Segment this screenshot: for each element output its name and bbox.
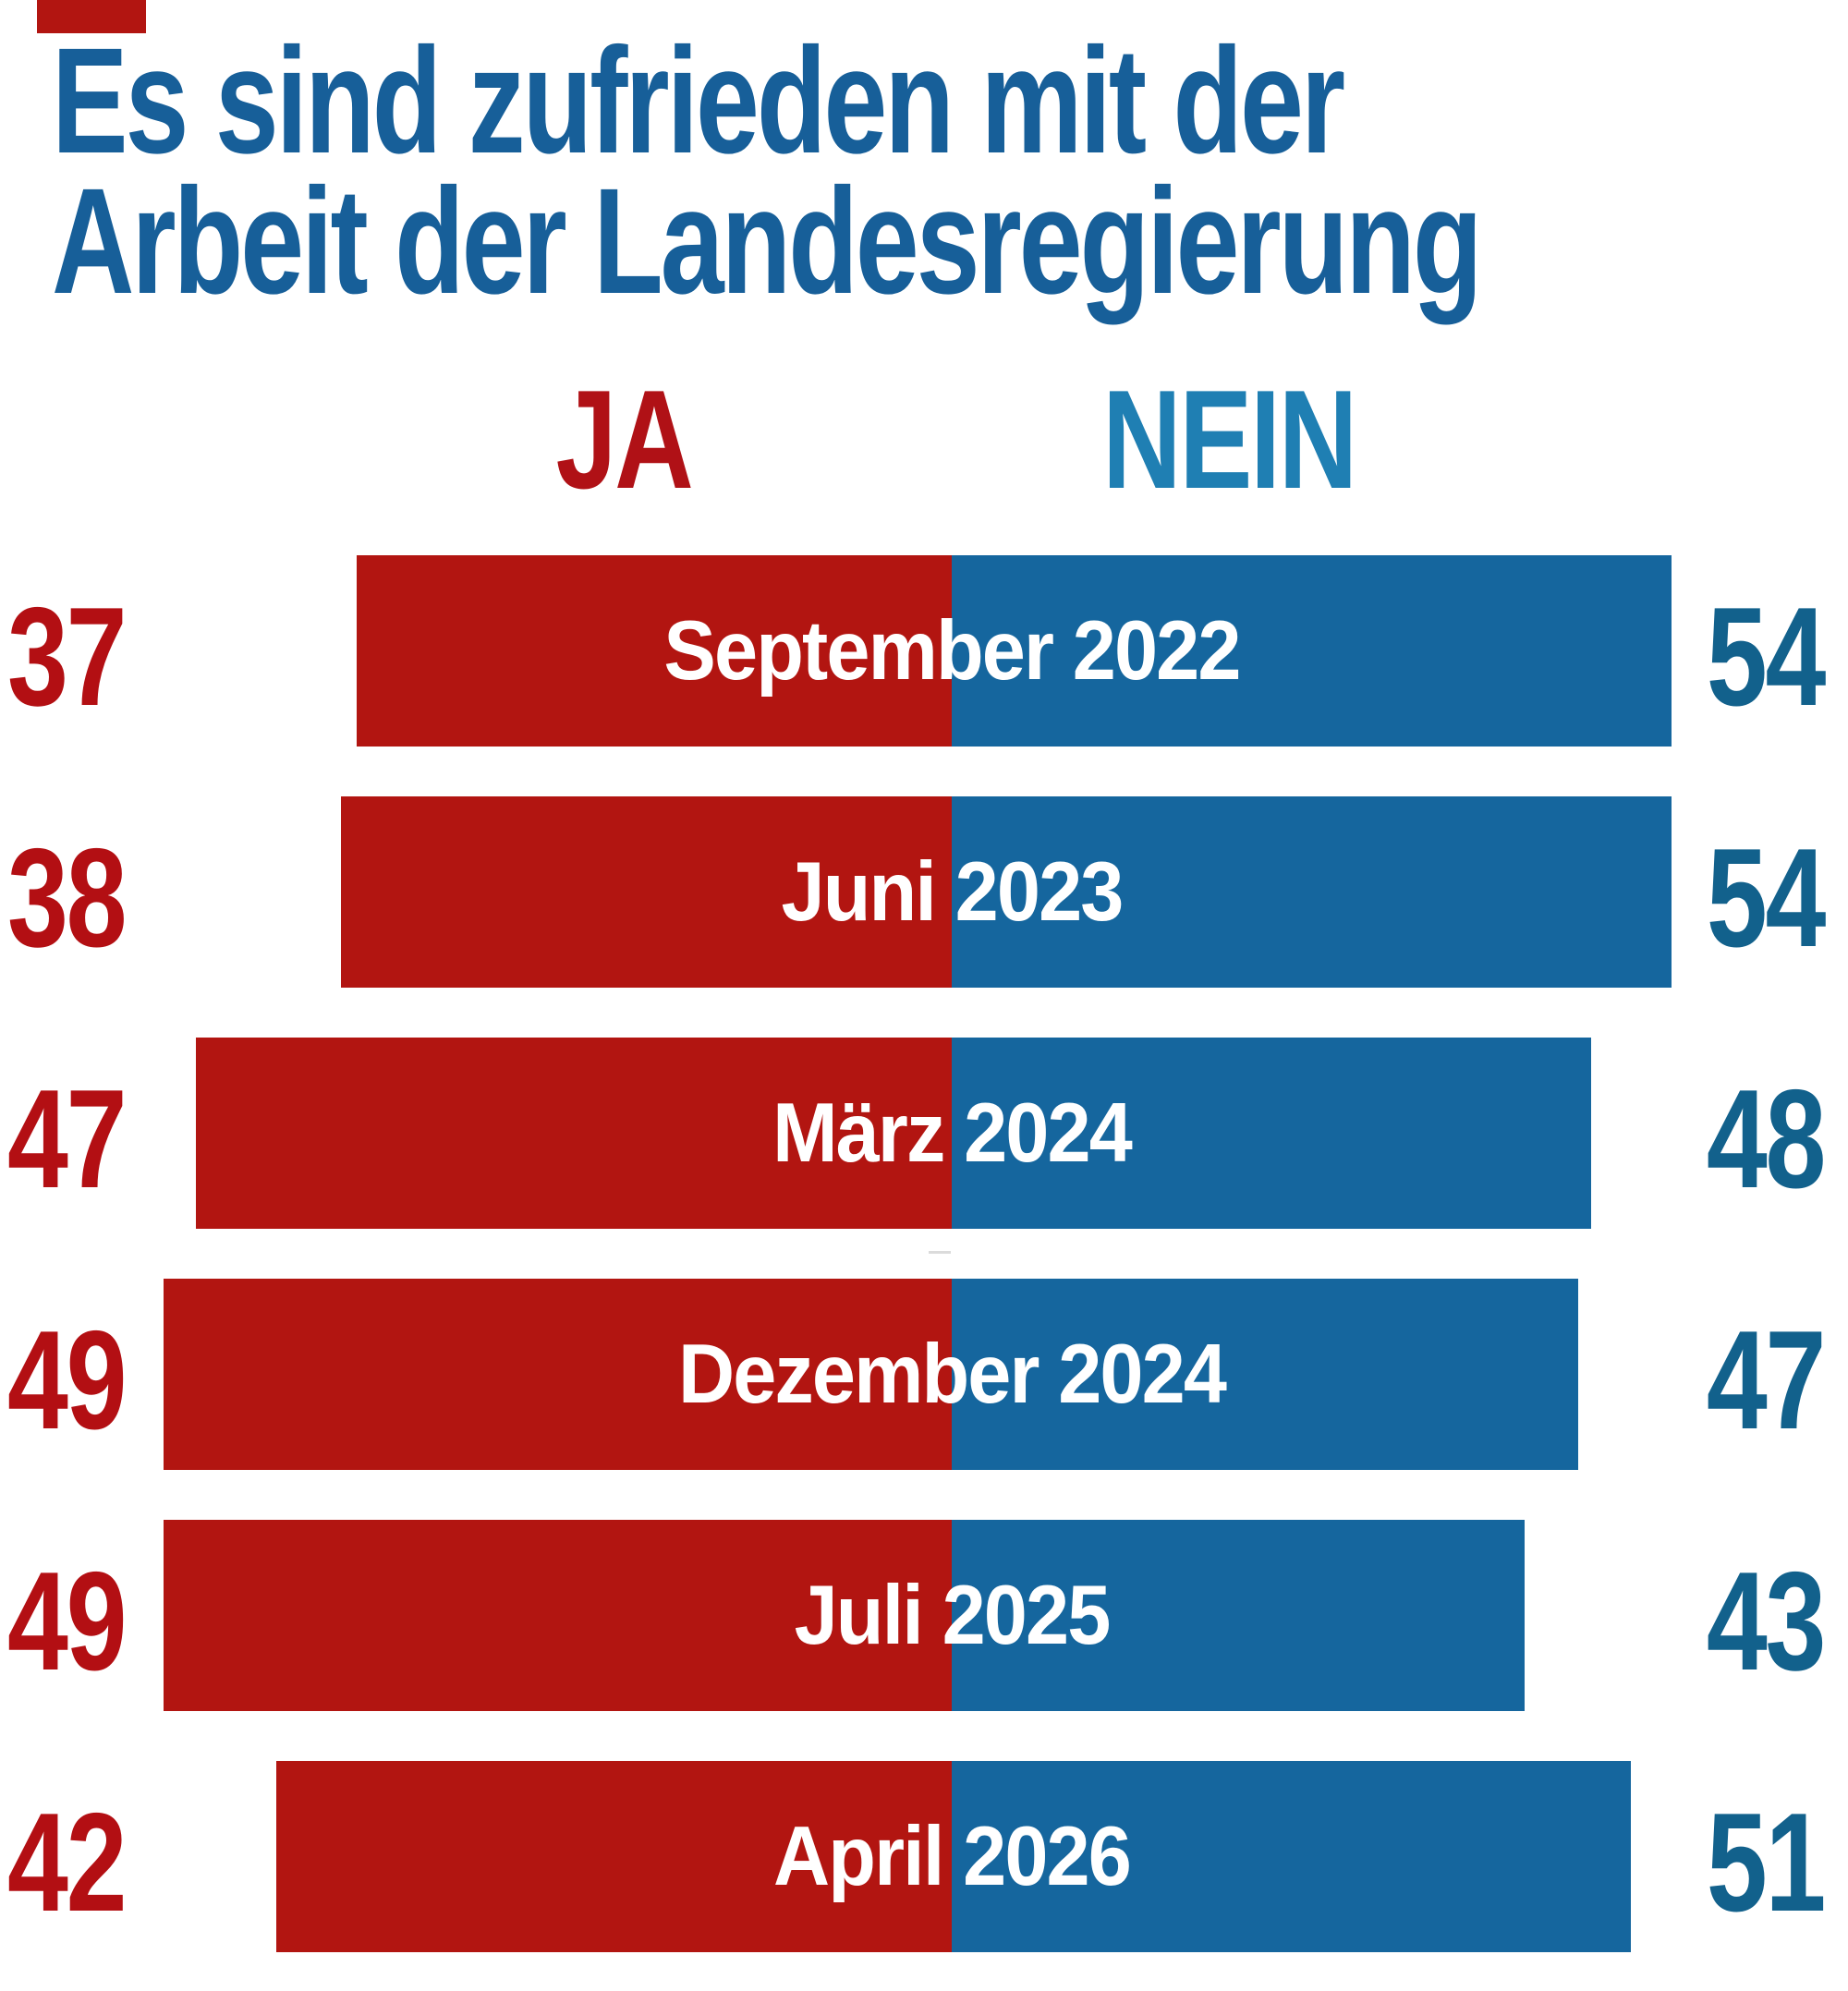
nein-value: 43 [1706, 1543, 1827, 1700]
bar-row: 37 September 2022 54 [0, 555, 1848, 747]
bar-row: 38 Juni 2023 54 [0, 796, 1848, 988]
ja-bar-segment [357, 555, 952, 747]
corner-red-fragment [37, 0, 146, 33]
ja-bar-segment [196, 1038, 952, 1229]
ja-value: 49 [7, 1302, 128, 1459]
ja-value: 38 [7, 819, 128, 977]
bar-category-label: März 2024 [772, 1086, 1133, 1180]
nein-bar-segment [952, 1279, 1578, 1470]
ja-bar-segment [276, 1761, 952, 1952]
ja-value: 47 [7, 1061, 128, 1218]
bar-row: 49 Dezember 2024 47 [0, 1279, 1848, 1470]
ja-value: 49 [7, 1543, 128, 1700]
ja-value: 42 [7, 1784, 128, 1941]
ja-value: 37 [7, 578, 128, 735]
chart-title-line1: Es sind zufrieden mit der [52, 16, 1345, 185]
ja-bar-segment [341, 796, 952, 988]
bar-row: 42 April 2026 51 [0, 1761, 1848, 1952]
nein-value: 51 [1706, 1784, 1827, 1941]
bar-row: 47 März 2024 48 [0, 1038, 1848, 1229]
bar-category-label: Juli 2025 [794, 1568, 1112, 1662]
nein-bar-segment [952, 1520, 1525, 1711]
nein-bar-segment [952, 796, 1672, 988]
nein-value: 48 [1706, 1061, 1827, 1218]
bar-category-label: Dezember 2024 [677, 1327, 1227, 1421]
nein-bar-segment [952, 1038, 1591, 1229]
nein-value: 54 [1706, 819, 1827, 977]
nein-value: 47 [1706, 1302, 1827, 1459]
gap-artifact-dash [929, 1251, 951, 1254]
chart-title: Es sind zufrieden mit der Arbeit der Lan… [52, 16, 1483, 325]
legend-nein-label: NEIN [1102, 361, 1357, 518]
chart-title-line2: Arbeit der Landesregierung [52, 156, 1483, 325]
ja-bar-segment [164, 1520, 952, 1711]
ja-bar-segment [164, 1279, 952, 1470]
nein-bar-segment [952, 1761, 1631, 1952]
legend-ja-label: JA [555, 361, 694, 518]
nein-value: 54 [1706, 578, 1827, 735]
bar-category-label: September 2022 [663, 603, 1241, 698]
nein-bar-segment [952, 555, 1672, 747]
bar-category-label: Juni 2023 [781, 844, 1124, 939]
bar-category-label: April 2026 [773, 1809, 1132, 1903]
bar-row: 49 Juli 2025 43 [0, 1520, 1848, 1711]
